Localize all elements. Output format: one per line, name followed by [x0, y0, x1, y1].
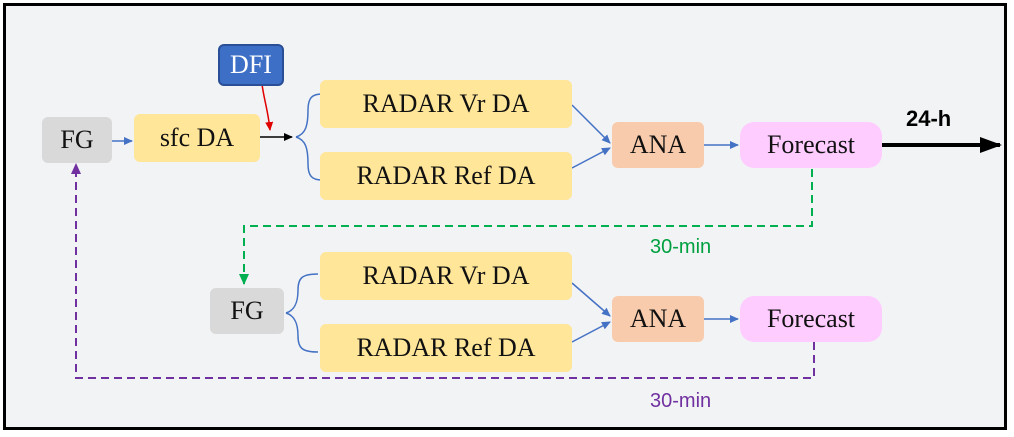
dfi-node: DFI — [218, 44, 284, 86]
fork-brace-bottom — [295, 136, 323, 181]
lead-time-label: 24-h — [906, 106, 952, 131]
first-guess-node-2: FG — [210, 288, 284, 334]
arrow-ref-to-ana — [571, 147, 611, 169]
sfc-da-node: sfc DA — [134, 114, 260, 162]
arrow-dfi-to-sfc — [261, 83, 274, 131]
green-interval-label: 30-min — [650, 236, 712, 258]
ana-node: ANA — [612, 122, 704, 168]
purple-interval-label: 30-min — [650, 390, 712, 412]
arrow-vr-to-ana-2 — [571, 282, 611, 317]
purple-dashed-link — [71, 163, 815, 379]
first-guess-node: FG — [42, 117, 112, 163]
fork-brace-bottom-2 — [285, 312, 319, 353]
arrow-ref-to-ana-2 — [571, 321, 611, 343]
forecast-node: Forecast — [740, 122, 882, 168]
arrow-vr-to-ana — [571, 104, 611, 144]
fork-brace-top — [295, 93, 323, 138]
green-dashed-link — [239, 169, 813, 285]
radar-vr-da-node: RADAR Vr DA — [320, 80, 572, 128]
ana-node-2: ANA — [612, 296, 704, 342]
radar-ref-da-node-2: RADAR Ref DA — [320, 324, 572, 372]
radar-ref-da-node: RADAR Ref DA — [320, 152, 572, 200]
forecast-node-2: Forecast — [740, 296, 882, 342]
fork-brace-top-2 — [285, 273, 319, 314]
radar-vr-da-node-2: RADAR Vr DA — [320, 252, 572, 300]
